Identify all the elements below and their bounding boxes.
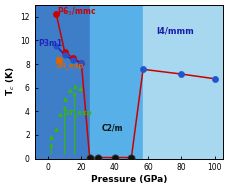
Point <box>49 136 53 139</box>
Point <box>58 112 61 115</box>
Point <box>77 86 81 89</box>
Text: I4/mmm: I4/mmm <box>156 26 193 36</box>
Text: P6$_3$/mmc: P6$_3$/mmc <box>57 5 96 18</box>
X-axis label: Pressure (GPa): Pressure (GPa) <box>90 175 166 184</box>
Point <box>63 98 66 101</box>
Point <box>54 13 58 16</box>
Point <box>63 54 66 57</box>
Point <box>112 156 116 159</box>
Point <box>96 156 99 159</box>
Y-axis label: T$_c$ (K): T$_c$ (K) <box>5 67 17 97</box>
Text: C2/m: C2/m <box>101 123 122 132</box>
Bar <box>89 5 142 159</box>
Point <box>54 44 58 47</box>
Point <box>54 127 58 130</box>
Text: 2H_exp: 2H_exp <box>55 62 84 69</box>
Point <box>141 68 144 71</box>
Point <box>179 73 183 76</box>
Point <box>57 59 60 62</box>
Point <box>212 77 216 80</box>
Point <box>68 88 71 91</box>
Point <box>63 50 66 53</box>
Text: 1T_exp: 1T_exp <box>64 110 91 116</box>
Bar <box>142 5 222 159</box>
Point <box>71 57 74 60</box>
Point <box>129 156 133 159</box>
Bar <box>35 5 89 159</box>
Point <box>71 58 74 61</box>
Point <box>87 156 91 159</box>
Point <box>72 84 76 87</box>
Text: P3m1: P3m1 <box>38 39 62 48</box>
Point <box>79 61 83 64</box>
Point <box>79 61 83 64</box>
